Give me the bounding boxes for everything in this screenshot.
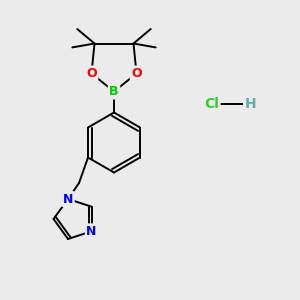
Text: N: N xyxy=(63,193,73,206)
Text: H: H xyxy=(245,97,256,110)
Text: B: B xyxy=(109,85,119,98)
Text: O: O xyxy=(86,67,97,80)
Text: O: O xyxy=(131,67,142,80)
Text: N: N xyxy=(86,225,97,238)
Text: Cl: Cl xyxy=(204,97,219,110)
